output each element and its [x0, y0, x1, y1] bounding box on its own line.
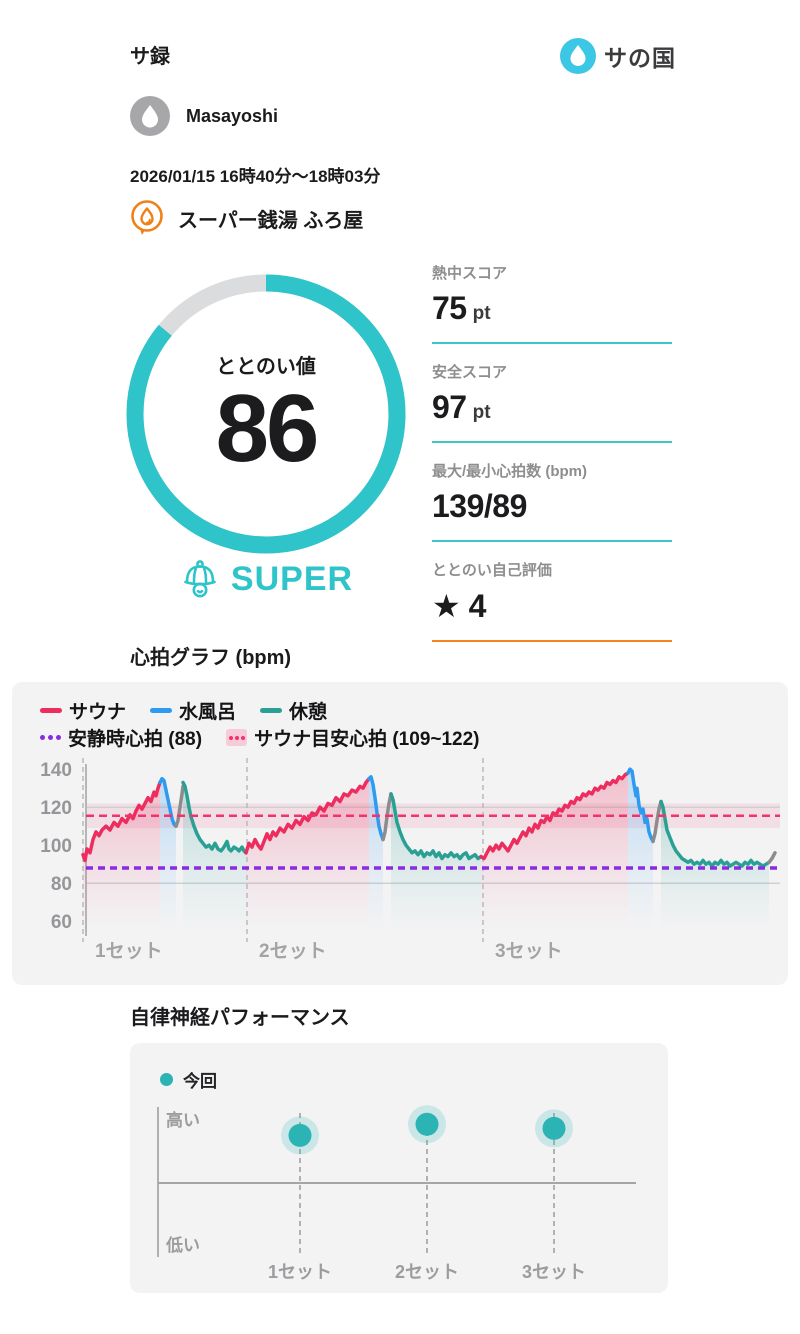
session-datetime: 2026/01/15 16時40分〜18時03分 [130, 167, 381, 186]
y-tick-label: 60 [51, 912, 72, 933]
brand-name: サの国 [604, 45, 676, 71]
sauna-line [244, 776, 371, 855]
set-label: 2セット [259, 941, 327, 962]
legend-rest: 休憩 [260, 697, 327, 724]
user-row: Masayoshi [130, 96, 278, 136]
set-label: 1セット [95, 941, 163, 962]
stat-value: 97 [432, 389, 467, 425]
set-label: 1セット [268, 1262, 332, 1282]
current-session-dot-swatch [160, 1073, 173, 1086]
stat-row-self-rating: ととのい自己評価 ★ 4 [432, 559, 672, 642]
water-line [626, 767, 655, 844]
stat-unit: pt [472, 402, 491, 423]
legend-label: 安静時心拍 (88) [68, 729, 203, 750]
rating-text: SUPER [230, 559, 354, 598]
hr-legend-row-2: 安静時心拍 (88) サウナ目安心拍 (109~122) [40, 724, 480, 751]
performance-dot [288, 1123, 312, 1147]
water-area-fill [628, 769, 653, 931]
legend-label: 水風呂 [179, 702, 237, 723]
stat-label: 安全スコア [432, 364, 508, 381]
stat-row-safety-score: 安全スコア 97 pt [432, 361, 672, 443]
user-name: Masayoshi [186, 105, 279, 126]
set-label: 2セット [395, 1262, 459, 1282]
y-tick-label: 100 [40, 836, 72, 857]
gauge-label: ととのい値 [216, 356, 316, 378]
low-label: 低い [165, 1235, 200, 1255]
stat-row-max-min-hr: 最大/最小心拍数 (bpm) 139/89 [432, 460, 672, 542]
target-hr-band-swatch [226, 729, 248, 746]
gauge-progress-ring [126, 274, 406, 554]
legend-label: サウナ [69, 702, 127, 723]
y-tick-label: 120 [40, 798, 72, 819]
brand-logo: サの国 [560, 38, 676, 74]
stats-column: 熱中スコア 75 pt 安全スコア 97 pt 最大/最小心拍数 (bpm) 139… [432, 262, 672, 659]
rest-area-fill [391, 793, 481, 931]
stat-label: ととのい自己評価 [432, 562, 552, 579]
hr-line-chart: 1セット 2セット 3セット 140 120 100 80 60 [40, 758, 780, 962]
ans-legend: 今回 [160, 1067, 217, 1092]
legend-label: 休憩 [289, 702, 328, 723]
stat-label: 最大/最小心拍数 (bpm) [432, 463, 587, 480]
sauna-area-fill [83, 782, 160, 931]
legend-label: 今回 [183, 1072, 217, 1091]
transition-line [767, 851, 777, 865]
set-label: 3セット [522, 1262, 586, 1282]
sauna-area-fill [481, 773, 628, 931]
hr-chart-title: 心拍グラフ (bpm) [130, 647, 292, 669]
legend-water: 水風呂 [150, 697, 236, 724]
venue-flame-pin-icon [131, 200, 163, 235]
ans-chart-card: 今回 高い低い 1セット 2セット 3セット [130, 1043, 668, 1293]
y-tick-label: 140 [40, 760, 72, 781]
hr-chart-card: サウナ 水風呂 休憩 安静時心拍 (88) サウナ目安心拍 (109~122) … [12, 682, 788, 985]
avatar [130, 96, 170, 136]
set-label: 3セット [495, 941, 563, 962]
sauna-line-swatch [40, 708, 62, 713]
rest-area-fill [661, 801, 769, 931]
stat-row-heat-score: 熱中スコア 75 pt [432, 262, 672, 344]
star-rating: ★ 4 [432, 588, 486, 624]
performance-dot [542, 1116, 566, 1140]
ans-section-title: 自律神経パフォーマンス [130, 1007, 350, 1029]
stat-value: 75 [432, 290, 467, 326]
stat-unit: pt [472, 303, 491, 324]
y-tick-label: 80 [51, 874, 72, 895]
page-title: サ録 [130, 46, 170, 68]
rest-line [389, 792, 483, 861]
rest-area-fill [183, 782, 246, 931]
high-label: 高い [166, 1110, 200, 1130]
water-line [367, 775, 385, 842]
sauna-line [81, 780, 162, 863]
stat-label: 熱中スコア [432, 265, 508, 282]
transition-line [651, 799, 663, 844]
sauna-area-fill [246, 778, 369, 931]
rest-line [659, 799, 771, 868]
transition-line [174, 784, 185, 828]
performance-dot [415, 1112, 439, 1136]
water-line-swatch [150, 708, 173, 713]
legend-sauna: サウナ [40, 697, 126, 724]
brand-drop-icon [560, 38, 596, 74]
rest-line-swatch [260, 708, 283, 713]
water-line [158, 776, 178, 828]
rating-row: SUPER [126, 558, 406, 600]
gauge-value: 86 [215, 375, 320, 482]
venue-name: スーパー銭湯 ふろ屋 [178, 209, 364, 232]
legend-target-hr: サウナ目安心拍 (109~122) [226, 724, 480, 751]
venue-row: スーパー銭湯 ふろ屋 [128, 198, 363, 238]
totonoi-gauge [126, 274, 406, 554]
sauna-hat-icon [184, 560, 216, 598]
sauna-line [479, 771, 630, 861]
hr-legend-row-1: サウナ 水風呂 休憩 [40, 697, 327, 724]
stat-value: 139/89 [432, 488, 527, 524]
legend-label: サウナ目安心拍 (109~122) [254, 729, 480, 750]
resting-hr-dotted-swatch [40, 735, 61, 740]
legend-resting-hr: 安静時心拍 (88) [40, 724, 202, 751]
